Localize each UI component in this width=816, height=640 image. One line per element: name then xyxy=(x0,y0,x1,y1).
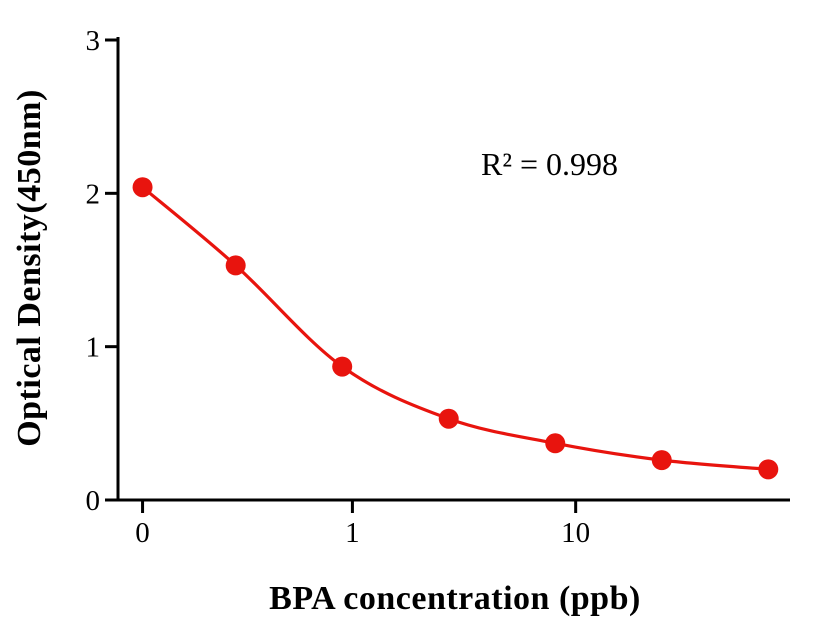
x-tick-label: 0 xyxy=(135,517,150,549)
fit-curve xyxy=(141,185,769,471)
x-tick-label: 1 xyxy=(345,517,360,549)
data-point xyxy=(758,459,779,480)
y-tick-label: 0 xyxy=(86,485,101,517)
y-tick-label: 2 xyxy=(86,178,101,210)
data-point xyxy=(438,408,459,429)
x-tick-label: 10 xyxy=(561,517,590,549)
x-axis-title: BPA concentration (ppb) xyxy=(269,580,641,617)
data-point xyxy=(651,450,672,471)
y-tick-label: 3 xyxy=(86,25,101,57)
data-point xyxy=(332,356,353,377)
data-point xyxy=(225,255,246,276)
data-point xyxy=(132,177,153,198)
r-squared-annotation: R² = 0.998 xyxy=(481,146,618,182)
y-tick-label: 1 xyxy=(86,332,101,364)
axis-line xyxy=(116,37,790,502)
y-axis-title: Optical Density(450nm) xyxy=(11,89,48,447)
data-point xyxy=(545,433,566,454)
